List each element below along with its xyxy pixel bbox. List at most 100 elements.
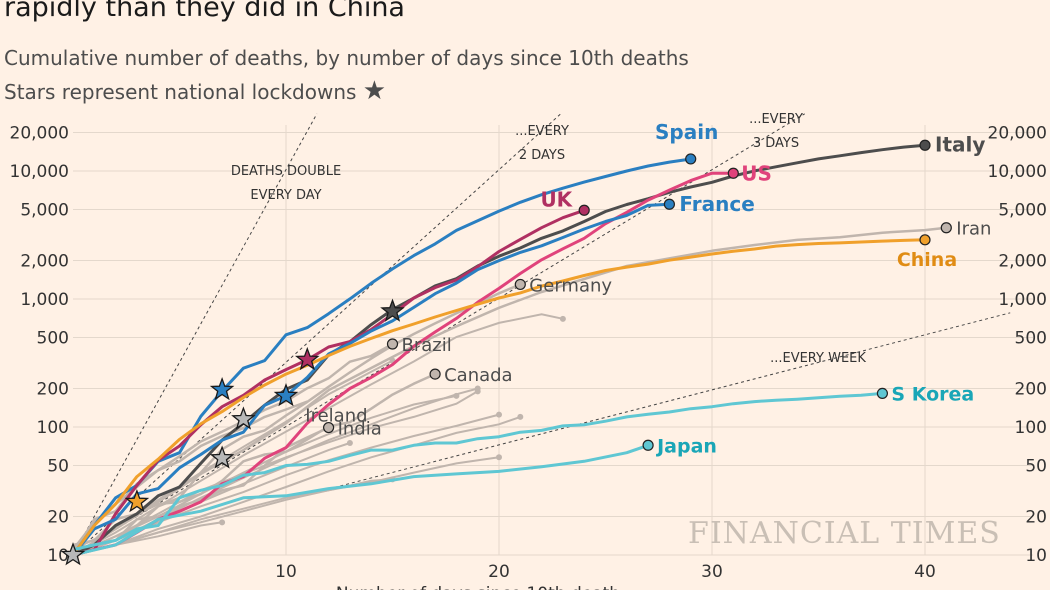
lockdown-star-icon [60,542,86,566]
guide-label-line1: ...EVERY WEEK [770,351,866,366]
series-label-italy: Italy [935,132,985,156]
series-line-china [73,238,926,556]
series-label-brazil: Brazil [402,335,452,356]
endpoint-spain [685,153,697,165]
endpoint-uk [578,204,590,216]
series-line-japan [73,443,649,556]
series-label-spain: Spain [655,120,718,144]
series-line-us [73,171,734,556]
endpoint-us [727,167,739,179]
y-tick-label-right: 100 [1015,418,1047,438]
y-tick-label-left: 20,000 [10,123,69,143]
series-lines [73,143,947,556]
endpoint-germany [514,278,526,291]
series-line-germany [73,283,521,556]
series-labels: Italy Spain US UK France China Iran Germany Braz… [305,120,991,457]
endpoint-brazil [386,338,399,350]
other-country-endpoint [219,519,226,526]
series-line-spain [73,157,691,556]
axes: 10 10 20 20 50 50 100 100 200 200 500 500 1,000 1,000… [10,123,1047,590]
chart-title: rapidly than they did in China [4,0,405,23]
lockdown-star-icon [295,346,320,371]
series-label-us: US [741,161,772,185]
series-line-italy [73,143,926,556]
y-tick-label-left: 1,000 [20,290,69,310]
guide-label-line2: 2 DAYS [519,148,565,163]
watermark: FINANCIAL TIMES [688,516,1001,551]
y-tick-label-right: 200 [1015,379,1047,399]
endpoint-china [919,234,931,246]
y-tick-label-right: 20,000 [988,123,1047,143]
y-tick-label-left: 100 [37,418,69,438]
guide-label-line1: ...EVERY [515,124,569,139]
y-tick-label-left: 20 [47,507,69,527]
y-tick-label-left: 500 [37,329,69,349]
lockdown-note-text: Stars represent national lockdowns [4,80,357,104]
x-tick-label: 30 [701,562,723,582]
y-tick-label-right: 50 [1025,457,1047,477]
lockdown-star-icon [273,383,299,407]
endpoint-france [663,198,676,210]
doubling-guide-line [72,312,1011,556]
lockdown-star-icon [380,298,405,322]
x-tick-label: 40 [914,562,936,582]
other-country-endpoint [474,385,481,392]
guide-label-line1: ...EVERY [749,112,803,127]
y-tick-label-right: 2,000 [998,251,1047,271]
lockdown-stars [60,298,405,566]
series-label-china: China [897,249,957,271]
series-label-ireland: Ireland [305,406,367,427]
series-label-india: India [338,419,382,440]
doubling-guide-line [72,113,318,556]
other-country-endpoint [496,411,502,418]
endpoint-india [323,421,335,434]
lockdown-star-icon [209,445,235,469]
endpoint-s-korea [876,387,889,400]
series-label-japan: Japan [655,435,717,457]
y-tick-label-left: 200 [37,379,69,399]
chart-note: Stars represent national lockdowns ★ [4,76,386,106]
y-tick-label-left: 5,000 [20,201,69,221]
endpoint-japan [642,439,654,451]
series-label-canada: Canada [444,365,512,386]
other-country-endpoint [517,413,524,420]
series-label-s-korea: S Korea [891,383,974,405]
y-tick-label-right: 10,000 [988,162,1047,182]
series-label-uk: UK [540,187,573,211]
lockdown-star-icon [231,406,256,430]
x-tick-label: 20 [488,562,510,582]
y-tick-label-right: 10 [1025,546,1047,566]
y-tick-label-left: 10,000 [10,162,69,182]
doubling-guide-line [72,113,562,556]
lockdown-star-icon [124,489,150,513]
chart-subtitle: Cumulative number of deaths, by number o… [4,46,689,70]
y-tick-label-right: 1,000 [998,290,1047,310]
series-label-iran: Iran [956,219,991,240]
y-tick-label-right: 500 [1015,329,1047,349]
y-tick-label-left: 50 [47,457,69,477]
endpoint-italy [919,139,931,151]
other-country-endpoint [496,454,502,461]
endpoint-iran [940,222,952,234]
x-axis-title: Number of days since 10th death [336,584,620,590]
y-tick-label-left: 2,000 [20,251,69,271]
series-label-france: France [679,192,754,216]
series-line-s-korea [73,391,883,552]
other-country-endpoint [453,392,460,399]
endpoint-canada [429,368,441,380]
lockdown-star-icon [209,377,235,401]
y-tick-label-left: 10 [47,546,69,566]
other-country-endpoint [346,439,353,446]
y-tick-label-right: 20 [1025,507,1047,527]
series-line-ireland [73,400,308,556]
star-legend-icon: ★ [362,76,387,106]
guide-label-line2: 3 DAYS [753,136,799,151]
other-country-endpoint [559,315,566,322]
guide-label-line1: DEATHS DOUBLE [231,164,341,179]
guide-label-line2: EVERY DAY [250,188,321,203]
series-label-germany: Germany [529,275,612,296]
other-country-line [73,415,521,556]
series-line-france [73,202,670,556]
x-tick-label: 10 [275,562,297,582]
